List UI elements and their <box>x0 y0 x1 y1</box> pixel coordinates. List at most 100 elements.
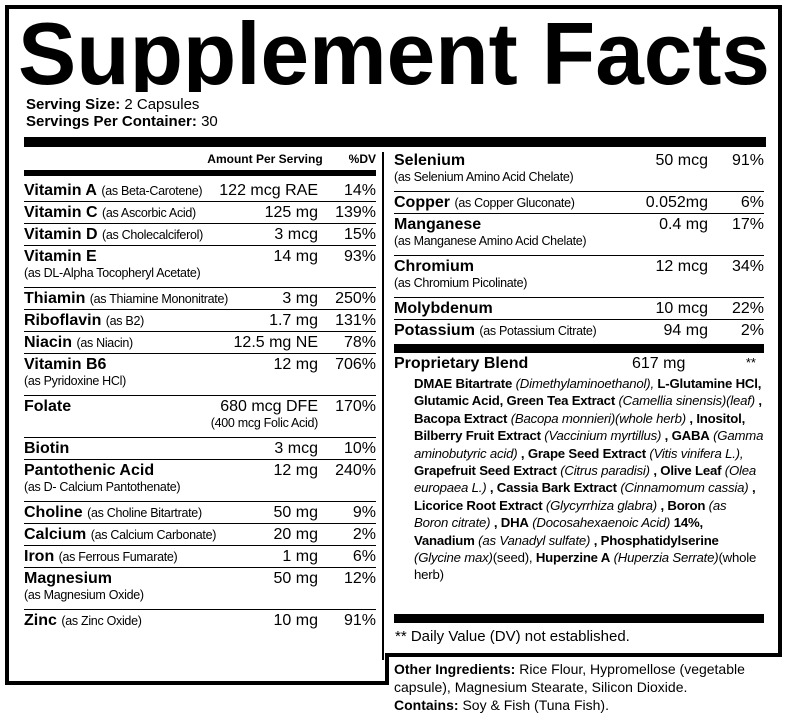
nutrient-amount: 10 mcg <box>656 299 708 318</box>
nutrient-row: Potassium (as Potassium Citrate) 94 mg 2% <box>394 320 764 342</box>
nutrient-row: Vitamin A (as Beta-Carotene) 122 mcg RAE 1… <box>24 180 376 202</box>
amount-value: 94 mg <box>663 322 708 339</box>
nutrient-amount: 125 mg <box>265 203 318 222</box>
nutrient-amount: 14 mg <box>274 247 318 266</box>
nutrient-name: Chromium <box>394 258 474 275</box>
nutrient-name: Folate <box>24 398 72 415</box>
nutrient-dv: 10% <box>343 440 376 457</box>
nutrient-dv: 2% <box>740 322 764 339</box>
ingredient-source: (Huperzia Serrate) <box>613 550 719 566</box>
nutrient-name: Vitamin D <box>24 226 98 243</box>
nutrient-row: Biotin 3 mcg 10% <box>24 438 376 460</box>
nutrient-dv: 91% <box>343 612 376 629</box>
amount-value: 3 mcg <box>274 226 318 243</box>
servings-label: Servings Per Container: <box>26 113 197 130</box>
right-nutrient-table: Selenium (as Selenium Amino Acid Chelate)… <box>394 150 764 584</box>
nutrient-dv: 131% <box>335 312 376 329</box>
nutrient-dv: 17% <box>731 216 764 233</box>
blend-ingredients: DMAE Bitartrate (Dimethylaminoethanol), … <box>394 375 764 584</box>
nutrient-name: Zinc <box>24 612 57 629</box>
nutrient-amount: 1.7 mg <box>269 311 318 330</box>
nutrient-source: (as Potassium Citrate) <box>479 324 597 338</box>
header-bar <box>24 170 376 176</box>
amount-value: 12.5 mg NE <box>233 334 318 351</box>
nutrient-name: Iron <box>24 548 55 565</box>
nutrient-row: Thiamin (as Thiamine Mononitrate) 3 mg 250… <box>24 288 376 310</box>
nutrient-dv: 22% <box>731 300 764 317</box>
nutrient-amount: 12.5 mg NE <box>234 333 318 352</box>
nutrient-row: Manganese (as Manganese Amino Acid Chelat… <box>394 214 764 256</box>
nutrient-amount: 122 mcg RAE <box>219 181 318 200</box>
nutrient-source: (as Ascorbic Acid) <box>101 206 196 220</box>
nutrient-source: (as Calcium Carbonate) <box>90 528 217 542</box>
nutrient-source: (as B2) <box>105 314 145 328</box>
ingredient-source: (Bacopa monnieri)(whole herb) <box>510 410 686 426</box>
ingredient-source: (Gamma aminobutyric acid) <box>414 428 764 461</box>
amount-value: 0.4 mg <box>659 216 708 233</box>
other-value: Rice Flour, Hypromellose (vegetable caps… <box>394 661 745 695</box>
nutrient-source: (as Zinc Oxide) <box>61 614 142 628</box>
nutrient-source: (as Thiamine Mononitrate) <box>89 292 228 306</box>
ingredient-source: (Olea europaea L.) <box>414 463 757 496</box>
ingredient-source: (Glycyrrhiza glabra) <box>545 497 657 513</box>
ingredient-name: , Licorice Root Extract <box>414 480 756 513</box>
amount-value: 3 mg <box>282 290 318 307</box>
nutrient-source: (as Copper Gluconate) <box>454 196 575 210</box>
ingredient-part: (whole herb) <box>414 550 757 583</box>
amount-value: 50 mcg <box>655 152 708 169</box>
nutrient-name: Niacin <box>24 334 73 351</box>
servings-value: 30 <box>201 113 218 130</box>
nutrient-source: (as Choline Bitartrate) <box>87 506 202 520</box>
table-header: Amount Per Serving %DV <box>24 150 376 168</box>
nutrient-amount: 0.4 mg <box>659 215 708 234</box>
nutrient-amount: 3 mcg <box>274 225 318 244</box>
ingredient-source: (Camellia sinensis)(leaf) <box>618 393 755 409</box>
nutrient-row: Riboflavin (as B2) 1.7 mg 131% <box>24 310 376 332</box>
nutrient-name: Riboflavin <box>24 312 102 329</box>
nutrient-dv: 706% <box>335 356 376 373</box>
amount-value: 50 mg <box>273 504 318 521</box>
title-text: Supplement Facts <box>18 6 770 92</box>
amount-value: 10 mcg <box>655 300 708 317</box>
nutrient-row: Molybdenum 10 mcg 22% <box>394 298 764 320</box>
nutrient-name: Molybdenum <box>394 300 493 317</box>
frame-step <box>385 653 389 685</box>
amount-value: 12 mg <box>273 462 318 479</box>
nutrient-dv: 170% <box>335 398 376 415</box>
nutrient-name: Biotin <box>24 440 70 457</box>
nutrient-name: Manganese <box>394 216 482 233</box>
nutrient-name: Copper <box>394 194 450 211</box>
nutrient-dv: 91% <box>731 152 764 169</box>
nutrient-row: Calcium (as Calcium Carbonate) 20 mg 2% <box>24 524 376 546</box>
ingredient-name: , DHA <box>493 515 529 531</box>
nutrient-amount: 12 mg <box>274 355 318 374</box>
nutrient-source: (as Chromium Picolinate) <box>394 276 528 290</box>
nutrient-row: Zinc (as Zinc Oxide) 10 mg 91% <box>24 610 376 632</box>
servings-per-container: Servings Per Container: 30 <box>26 113 218 130</box>
nutrient-row: Selenium (as Selenium Amino Acid Chelate)… <box>394 150 764 192</box>
ingredient-name: , Boron <box>660 497 706 513</box>
nutrient-source: (as Ferrous Fumarate) <box>58 550 178 564</box>
nutrient-row: Magnesium (as Magnesium Oxide) 50 mg 12% <box>24 568 376 610</box>
frame-bottom-right <box>385 653 782 657</box>
ingredient-name: , Inositol, Bilberry Fruit Extract <box>414 410 746 444</box>
nutrient-source: (as Pyridoxine HCl) <box>24 374 126 388</box>
nutrient-name: Vitamin B6 <box>24 356 107 373</box>
amount-note: (400 mcg Folic Acid) <box>210 416 319 430</box>
nutrient-row: Folate 680 mcg DFE (400 mcg Folic Acid) 170… <box>24 396 376 438</box>
ingredient-source: (Vitis vinifera L.), <box>649 445 744 461</box>
nutrient-row: Iron (as Ferrous Fumarate) 1 mg 6% <box>24 546 376 568</box>
blend-name: Proprietary Blend <box>394 355 529 372</box>
nutrient-source: (as Beta-Carotene) <box>101 184 203 198</box>
nutrient-amount: 50 mcg <box>656 151 708 170</box>
nutrient-row: Chromium (as Chromium Picolinate) 12 mcg 34… <box>394 256 764 298</box>
ingredient-name: , Bacopa Extract <box>414 393 762 426</box>
nutrient-row: Choline (as Choline Bitartrate) 50 mg 9% <box>24 502 376 524</box>
amount-value: 20 mg <box>273 526 318 543</box>
nutrient-dv: 139% <box>335 204 376 221</box>
nutrient-name: Thiamin <box>24 290 86 307</box>
serving-size-label: Serving Size: <box>26 96 121 113</box>
nutrient-source: (as D- Calcium Pantothenate) <box>24 480 181 494</box>
blend-header: Proprietary Blend 617 mg ** <box>394 355 764 375</box>
nutrient-amount: 12 mg <box>274 461 318 480</box>
